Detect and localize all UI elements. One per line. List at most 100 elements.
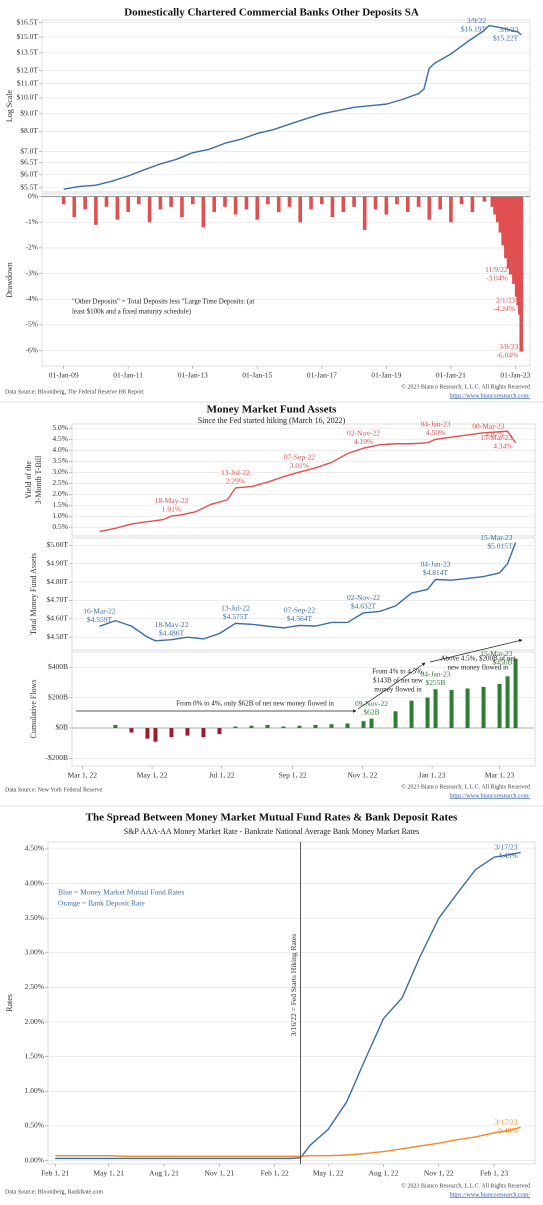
x-tick-label: May 1, 21	[93, 1169, 124, 1178]
bar	[449, 197, 453, 223]
note: new money flowed in	[448, 664, 509, 672]
annotation: 3.01%	[290, 461, 309, 470]
annotation: $255B	[426, 678, 446, 687]
bar	[506, 676, 510, 728]
y-tick-label: 0%	[28, 191, 38, 200]
y-tick-label: 1.0%	[52, 511, 68, 520]
y-tick-label: 0.00%	[25, 1155, 44, 1164]
bar	[466, 688, 470, 728]
x-tick-label: 01-Jan-23	[500, 371, 530, 380]
bar	[201, 728, 205, 737]
bar	[288, 197, 292, 207]
bar	[169, 197, 173, 207]
x-tick-label: Aug 1, 21	[149, 1169, 179, 1178]
bar	[363, 197, 367, 230]
bar	[145, 728, 149, 739]
bar	[217, 728, 221, 734]
note: Blue = Money Market Mutual Fund Rates	[58, 888, 184, 897]
y-tick-label: 3.0%	[52, 467, 68, 476]
bar	[72, 197, 76, 218]
bar	[126, 197, 130, 212]
y-tick-label: $7.0T	[20, 146, 38, 155]
bar	[330, 724, 334, 728]
annotation: $16.19T	[461, 24, 487, 33]
x-tick-label: Nov 1, 22	[424, 1169, 454, 1178]
bar	[341, 197, 345, 212]
y-tick-label: $200B	[48, 692, 68, 701]
y-tick-label: $4.70T	[47, 595, 69, 604]
y-tick-label: -5%	[26, 320, 39, 329]
y-tick-label: 1.5%	[52, 500, 68, 509]
y-tick-label: 5.0%	[52, 423, 68, 432]
copyright: © 2023 Bianco Research, L.L.C. All Right…	[401, 1182, 530, 1189]
bar	[185, 728, 189, 736]
y-tick-label: $15.0T	[17, 32, 39, 41]
event-label: 3/16/22 = Fed Starts Hiking Rates	[289, 934, 298, 1036]
bar	[410, 701, 414, 728]
bar	[180, 197, 184, 218]
bar	[352, 197, 356, 207]
annotation: $5.015T	[487, 541, 513, 550]
y-tick-label: $6.5T	[20, 157, 38, 166]
x-tick-label: Feb 1, 23	[480, 1169, 508, 1178]
bar	[266, 197, 270, 205]
source-url[interactable]: https://www.biancoresearch.com/	[450, 1192, 531, 1198]
bar	[394, 711, 398, 728]
annotation: 4.45%	[498, 851, 517, 860]
bar	[223, 197, 227, 207]
y-axis-label: Log Scale	[5, 89, 14, 122]
bar	[450, 690, 454, 728]
y-tick-label: $6.0T	[20, 169, 38, 178]
source-url[interactable]: https://www.biancoresearch.com/	[450, 793, 531, 799]
bar	[129, 728, 133, 733]
source-url[interactable]: https://www.biancoresearch.com/	[450, 393, 531, 399]
bar	[298, 197, 302, 223]
bar	[212, 197, 216, 212]
y-tick-label: -$200B	[46, 753, 69, 762]
bar	[346, 723, 350, 728]
annotation: -6.04%	[496, 350, 518, 359]
y-tick-label: $0B	[55, 723, 68, 732]
annotation: $62B	[363, 707, 379, 716]
y-axis-label: Yield of the	[24, 461, 33, 499]
bar	[331, 197, 335, 218]
y-tick-label: $12.0T	[17, 65, 39, 74]
bar	[460, 197, 464, 205]
note: $143B of net new	[373, 677, 424, 685]
bar	[314, 725, 318, 728]
chart-subtitle: S&P AAA-AA Money Market Rate - Bankrate …	[124, 827, 420, 836]
bar	[105, 197, 109, 207]
chart-title: The Spread Between Money Market Mutual F…	[86, 812, 458, 824]
bar	[83, 197, 87, 210]
y-tick-label: $5.00T	[47, 540, 69, 549]
y-tick-label: 2.00%	[25, 1017, 44, 1026]
x-tick-label: Aug 1, 22	[369, 1169, 399, 1178]
bar	[137, 197, 141, 205]
bar	[385, 197, 389, 215]
annotation: $15.22T	[493, 34, 519, 43]
y-tick-label: $8.0T	[20, 126, 38, 135]
bar	[159, 197, 163, 210]
y-tick-label: -3%	[26, 268, 39, 277]
bar	[427, 197, 431, 220]
bar	[113, 725, 117, 728]
note: Above 4.5%, $200B of net	[440, 655, 515, 663]
bar	[116, 197, 120, 220]
source: Data Source: Bloomberg, The Federal Rese…	[5, 389, 144, 395]
bar	[277, 197, 281, 212]
copyright: © 2023 Bianco Research, L.L.C. All Right…	[401, 783, 530, 790]
y-tick-label: 4.50%	[25, 844, 44, 853]
bar	[406, 197, 410, 212]
y-tick-label: 4.0%	[52, 445, 68, 454]
bar	[249, 726, 253, 728]
y-axis-label: Drawdown	[5, 262, 14, 298]
x-tick-label: 01-Jan-15	[242, 371, 272, 380]
bar	[374, 197, 378, 210]
x-tick-label: Feb 1, 21	[41, 1169, 69, 1178]
bar	[320, 197, 324, 205]
x-tick-label: Jan 1, 23	[419, 771, 446, 780]
bar	[309, 197, 313, 210]
x-tick-label: Sep 1, 22	[279, 771, 307, 780]
bar	[482, 687, 486, 728]
